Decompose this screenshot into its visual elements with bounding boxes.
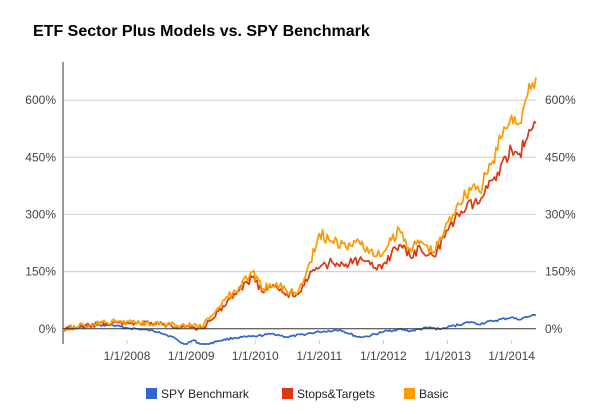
x-tick-label: 1/1/2010 — [232, 349, 279, 363]
legend-label-spy-benchmark: SPY Benchmark — [161, 387, 250, 401]
legend-label-basic: Basic — [419, 387, 448, 401]
x-tick-label: 1/1/2014 — [488, 349, 535, 363]
x-tick-label: 1/1/2012 — [360, 349, 407, 363]
y-tick-label-left: 150% — [25, 265, 56, 279]
y-tick-label-left: 450% — [25, 150, 56, 164]
legend-swatch-stops-targets — [282, 388, 293, 399]
x-tick-label: 1/1/2011 — [296, 349, 342, 363]
y-tick-label-right: 150% — [545, 265, 576, 279]
plot-area — [63, 62, 536, 344]
y-tick-label-left: 0% — [39, 322, 57, 336]
legend-swatch-basic — [404, 388, 415, 399]
y-tick-label-left: 600% — [25, 93, 56, 107]
y-tick-label-right: 0% — [545, 322, 563, 336]
chart-title: ETF Sector Plus Models vs. SPY Benchmark — [33, 23, 370, 40]
legend-label-stops-targets: Stops&Targets — [297, 387, 375, 401]
x-tick-label: 1/1/2009 — [168, 349, 215, 363]
y-tick-label-right: 300% — [545, 207, 576, 221]
series-line-basic — [62, 77, 537, 332]
legend-swatch-spy-benchmark — [146, 388, 157, 399]
x-tick-label: 1/1/2013 — [424, 349, 471, 363]
y-tick-label-right: 450% — [545, 150, 576, 164]
x-tick-label: 1/1/2008 — [104, 349, 151, 363]
y-tick-label-right: 600% — [545, 93, 576, 107]
y-tick-label-left: 300% — [25, 207, 56, 221]
